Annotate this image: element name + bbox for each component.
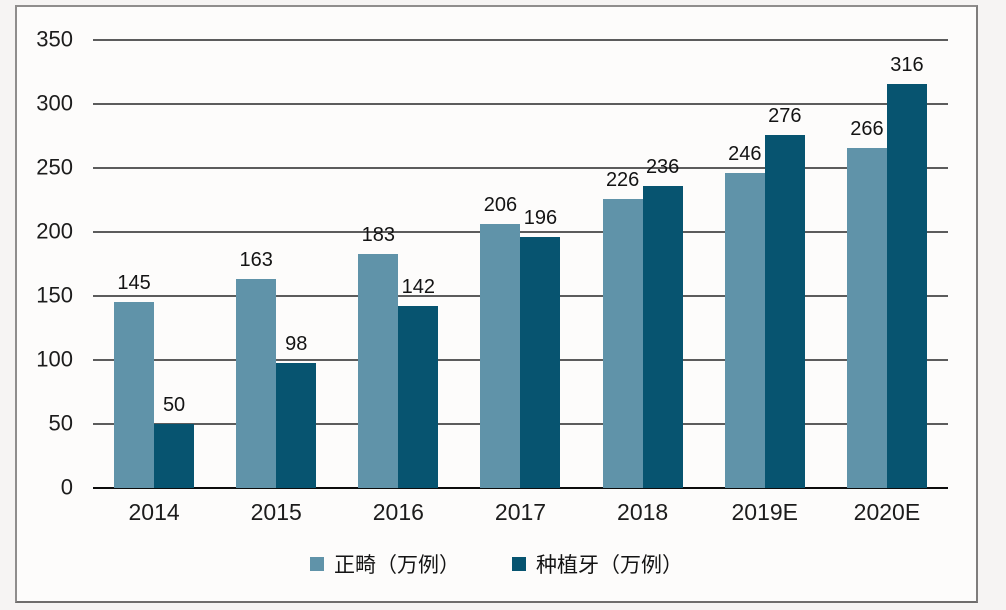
bar-series-1 [602,198,643,488]
x-tick-label: 2016 [372,499,424,525]
bar-group: 2015 163 98 [215,40,337,525]
legend-swatch-series-1 [310,557,324,571]
data-label: 145 [117,272,151,295]
bar-series-2 [764,134,805,488]
data-label: 276 [768,104,802,127]
bar-series-2 [520,237,561,488]
bar-series-2 [398,306,439,488]
bar-group: 2016 183 142 [337,40,459,525]
bar-series-1 [724,173,765,488]
y-tick-label: 50 [48,410,73,436]
bar-group: 2020E 266 316 [826,40,948,525]
bar-series-2 [886,83,927,488]
data-label: 266 [850,117,884,140]
data-label: 226 [605,168,640,191]
x-tick-label: 2019E [731,499,799,525]
data-label: 196 [523,207,558,230]
gridline [93,103,948,105]
legend-label: 种植牙（万例） [536,554,683,577]
chart-frame: 0 50 100 150 200 250 300 350 2014 145 50 2015 163 98 2… [15,5,978,603]
y-tick-label: 250 [36,154,73,180]
bar-series-2 [154,424,195,488]
bar-series-2 [642,185,683,488]
gridline [93,39,948,41]
bar-series-2 [276,362,317,488]
data-label: 206 [483,194,518,217]
data-label: 236 [645,155,680,178]
legend-label: 正畸（万例） [334,554,460,577]
data-label: 183 [361,223,396,246]
bar-series-1 [236,279,277,488]
x-tick-label: 2018 [617,499,669,525]
legend-swatch-series-2 [512,557,526,571]
x-tick-label: 2015 [250,499,302,525]
legend-item: 正畸（万例） [310,549,460,579]
x-tick-label: 2020E [853,499,921,525]
bar-group: 2014 145 50 [93,40,215,525]
bar-series-1 [114,302,155,488]
y-tick-label: 300 [36,90,73,116]
plot-area: 0 50 100 150 200 250 300 350 2014 145 50 2015 163 98 2… [36,26,948,525]
y-tick-label: 0 [60,474,73,500]
gridline [93,231,948,233]
bar-series-1 [846,147,887,488]
data-label: 246 [728,143,762,166]
bar-group: 2019E 246 276 [704,40,826,525]
data-label: 163 [239,249,273,272]
x-tick-label: 2017 [494,499,547,525]
x-tick-label: 2014 [128,499,180,525]
y-tick-label: 150 [36,282,73,308]
bar-group: 2017 206 196 [459,40,581,525]
bar-group: 2018 226 236 [582,40,704,525]
data-label: 142 [401,276,436,299]
y-tick-label: 200 [36,218,73,244]
y-tick-label: 350 [36,26,73,52]
gridline [93,167,948,169]
legend: 正畸（万例） 种植牙（万例） [17,549,976,579]
legend-item: 种植牙（万例） [512,549,683,579]
bar-series-1 [480,224,521,488]
data-label: 50 [162,394,186,416]
data-label: 98 [285,332,308,355]
data-label: 316 [890,53,924,76]
y-tick-label: 100 [36,346,73,372]
bar-series-1 [358,253,399,488]
